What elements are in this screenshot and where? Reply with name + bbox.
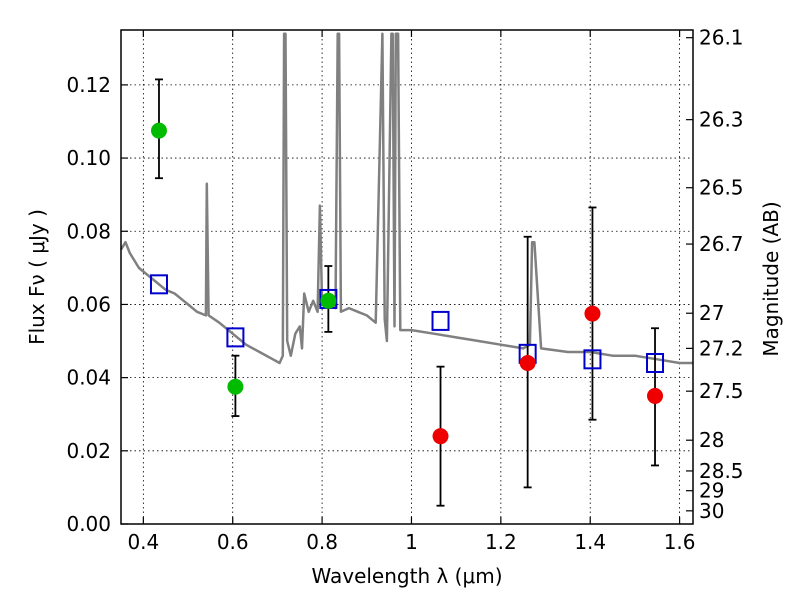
model-band-square [583,349,602,370]
plot-frame [120,29,694,525]
y2-tick-label: 26.3 [699,108,744,132]
y2-tick-label: 29 [699,479,724,503]
y2-tick-label: 28 [699,428,724,452]
red-data-point [647,387,664,404]
y2-tick-label: 30 [699,499,724,523]
y2-tick-label: 27.5 [699,379,744,403]
y2-tick-label: 27.2 [699,336,744,360]
y2-tick-label: 26.5 [699,176,744,200]
x-axis-label: Wavelength λ (μm) [311,564,502,588]
y-tick-label: 0.00 [66,512,111,536]
y2-tick-label: 26.1 [699,26,744,50]
y-tick-label: 0.06 [66,292,111,316]
y2-tick-label: 27 [699,301,724,325]
y-tick-label: 0.10 [66,146,111,170]
x-tick-label: 0.8 [306,530,338,554]
x-tick-label: 1.6 [664,530,696,554]
model-band-square [149,274,168,295]
x-tick-label: 0.6 [217,530,249,554]
y-tick-label: 0.04 [66,366,111,390]
red-data-point [432,428,449,445]
errorbars-layer [154,78,660,507]
red-data-point [584,305,601,322]
y-axis-label: Flux Fν ( μJy ) [25,209,49,345]
y2-tick-label: 26.7 [699,232,744,256]
green-data-point [150,122,167,139]
y2-tick-label: 28.5 [699,459,744,483]
model-band-square [646,352,665,373]
ticks-layer: 0.4 0.6 0.8 1 1.2 1.4 1.6 0.00 0.02 0.04 0.06 0.08 0… [66,26,743,554]
model-band-square [431,310,450,331]
x-tick-label: 1.2 [485,530,517,554]
y-tick-label: 0.12 [66,73,111,97]
green-data-point [320,292,337,309]
x-tick-label: 1 [405,530,418,554]
x-tick-label: 1.4 [574,530,606,554]
model-spectrum-layer [119,32,693,365]
red-data-point [519,354,536,371]
model-band-square [226,327,245,348]
markers-layer [149,122,665,445]
green-data-point [227,378,244,395]
x-tick-label: 0.4 [127,530,159,554]
y-tick-label: 0.02 [66,439,111,463]
y2-axis-label: Magnitude (AB) [759,201,783,356]
model-spectrum-line [119,32,693,365]
y-tick-label: 0.08 [66,219,111,243]
